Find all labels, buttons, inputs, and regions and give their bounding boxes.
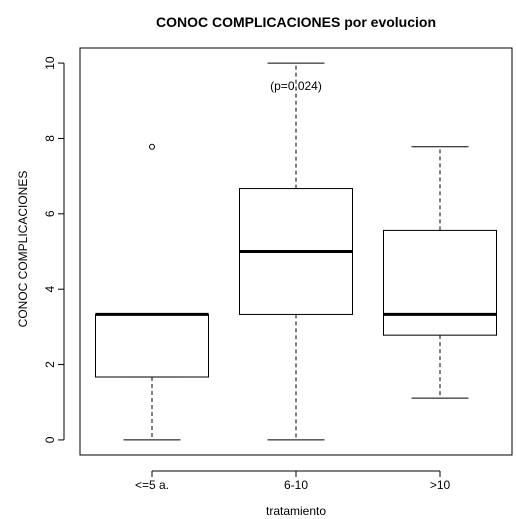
p-value-annotation: (p=0.024) (270, 79, 322, 93)
x-axis-label: tratamiento (266, 504, 326, 518)
plot-frame (79, 47, 513, 456)
x-tick-label-0: <=5 a. (135, 478, 169, 492)
box-2 (383, 229, 497, 336)
y-axis-label: CONOC COMPLICACIONES (16, 171, 30, 328)
y-tick-label-3: 6 (43, 210, 57, 217)
x-tick-label-2: >10 (430, 478, 451, 492)
y-tick-label-5: 10 (43, 56, 57, 70)
x-tick-label-1: 6-10 (284, 478, 308, 492)
outlier-0-0 (149, 143, 155, 150)
y-tick-label-2: 4 (43, 286, 57, 293)
y-tick-label-4: 8 (43, 135, 57, 142)
box-0 (95, 313, 209, 378)
chart-title: CONOC COMPLICACIONES por evolucion (156, 14, 436, 30)
chart-marks: 0 2 4 6 8 10 <=5 a. 6-10 >10 (p=0.024) (43, 56, 497, 492)
y-tick-label-0: 0 (43, 436, 57, 443)
y-tick-label-1: 2 (43, 361, 57, 368)
